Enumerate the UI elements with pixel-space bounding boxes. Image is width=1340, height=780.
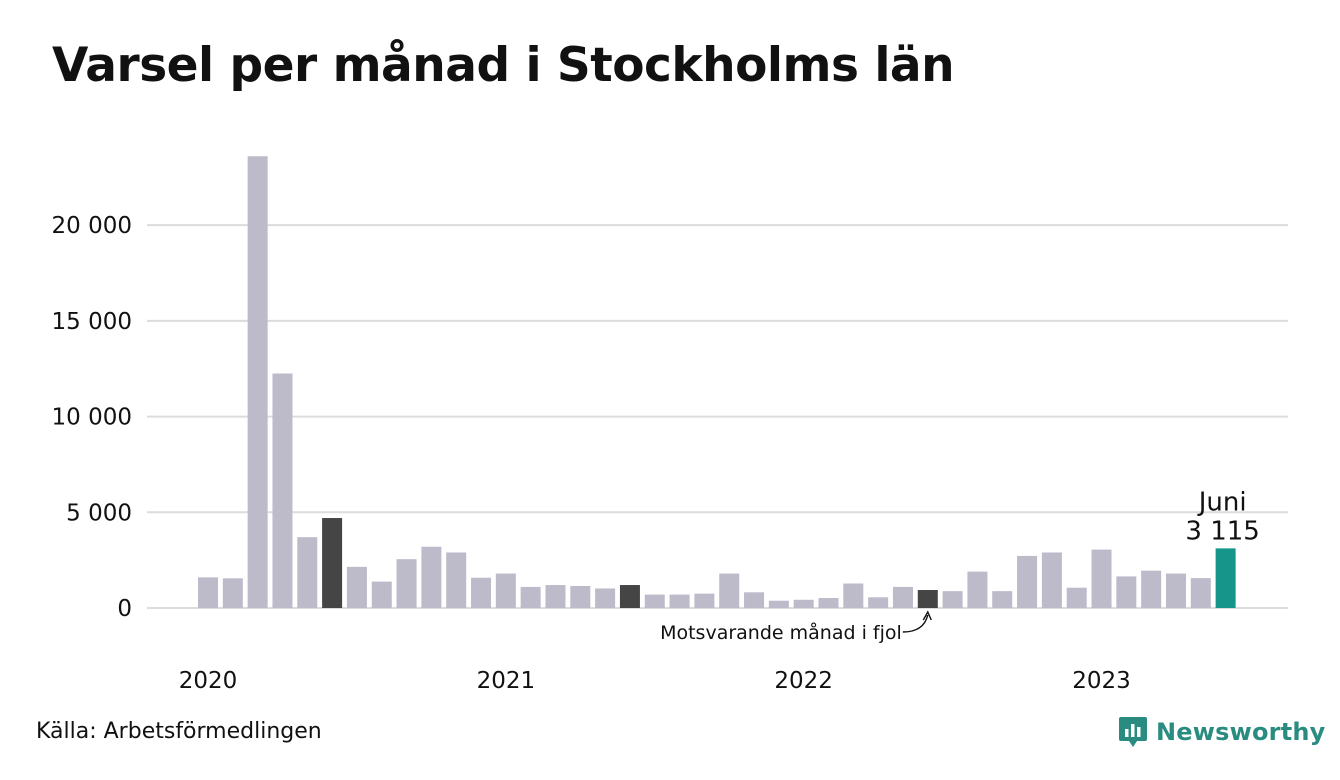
bar xyxy=(818,598,839,608)
bar xyxy=(669,594,690,608)
bar xyxy=(471,577,492,608)
source-note: Källa: Arbetsförmedlingen xyxy=(36,719,322,744)
bar xyxy=(1066,587,1087,608)
bar xyxy=(495,573,516,608)
bar xyxy=(992,591,1013,608)
bar xyxy=(247,156,268,608)
note-arrowhead xyxy=(922,610,932,621)
bar xyxy=(446,552,467,608)
bar xyxy=(396,559,417,608)
bar xyxy=(545,585,566,608)
y-tick-label: 0 xyxy=(117,596,132,622)
bar xyxy=(868,597,889,608)
bar xyxy=(1165,573,1186,608)
bar xyxy=(1215,548,1236,608)
bar xyxy=(322,518,343,608)
bar xyxy=(570,585,591,608)
same-month-note: Motsvarande månad i fjol xyxy=(660,621,902,644)
bar xyxy=(198,577,218,608)
bar xyxy=(768,600,789,608)
bar xyxy=(297,537,318,608)
chart-title: Varsel per månad i Stockholms län xyxy=(52,38,955,93)
x-tick-label: 2023 xyxy=(1072,668,1131,694)
bar xyxy=(1017,555,1038,608)
brand-logo[interactable]: Newsworthy xyxy=(1118,714,1326,750)
bar xyxy=(421,546,442,608)
bar xyxy=(1190,578,1211,608)
bar xyxy=(917,590,938,608)
x-tick-label: 2020 xyxy=(179,668,238,694)
bar xyxy=(1116,576,1137,608)
bar xyxy=(644,594,665,608)
x-tick-label: 2021 xyxy=(477,668,536,694)
bar xyxy=(967,571,988,608)
bar xyxy=(272,373,293,608)
y-tick-label: 15 000 xyxy=(52,309,132,335)
bar xyxy=(595,588,616,608)
bar xyxy=(843,583,864,608)
x-tick-label: 2022 xyxy=(774,668,833,694)
current-month-label: Juni xyxy=(1197,487,1247,517)
bar xyxy=(619,585,640,608)
bar xyxy=(1091,549,1112,608)
current-value-label: 3 115 xyxy=(1185,516,1259,546)
y-tick-label: 5 000 xyxy=(66,500,132,526)
bar xyxy=(942,591,963,608)
bar xyxy=(520,586,541,608)
bar xyxy=(892,586,913,608)
y-tick-label: 10 000 xyxy=(52,405,132,431)
bar xyxy=(744,592,765,608)
bar xyxy=(1141,570,1162,608)
brand-name: Newsworthy xyxy=(1156,718,1326,746)
note-arrow xyxy=(902,614,929,633)
bar xyxy=(222,578,243,608)
y-tick-label: 20 000 xyxy=(52,213,132,239)
bar xyxy=(1041,552,1062,608)
bar xyxy=(793,599,814,608)
bar xyxy=(346,566,367,608)
bar xyxy=(694,593,715,608)
newsworthy-logo-icon xyxy=(1119,717,1147,747)
bar xyxy=(371,581,392,608)
bar xyxy=(719,573,740,608)
